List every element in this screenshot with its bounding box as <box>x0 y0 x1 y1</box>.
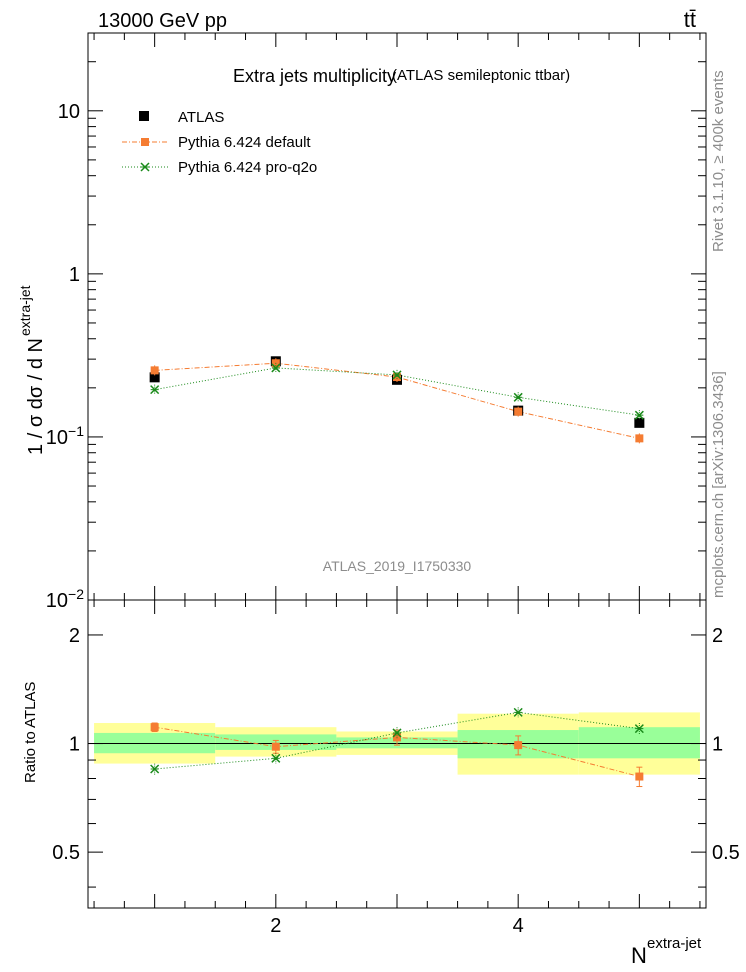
mcplots-label: mcplots.cern.ch [arXiv:1306.3436] <box>710 371 727 598</box>
legend: ATLAS Pythia 6.424 default Pythia 6.424 … <box>122 109 317 176</box>
default-data-point <box>393 373 401 382</box>
ratio-default-point <box>150 723 159 732</box>
ratio-default-point <box>271 742 280 751</box>
y-axis-label-main: 1 / σ dσ / d N <box>25 338 47 455</box>
ratio-bands <box>88 712 706 775</box>
x-axis-label-main: N <box>631 943 647 968</box>
legend-proq2o-label: Pythia 6.424 pro-q2o <box>178 159 317 176</box>
ratio-band-inner <box>578 727 700 759</box>
main-series <box>149 356 645 444</box>
ratio-y-tick-label: 2 <box>69 625 80 647</box>
ratio-default-point <box>514 741 523 750</box>
ratio-y-tick-label-right: 1 <box>712 734 723 756</box>
default-data-point <box>150 366 159 375</box>
analysis-tag: ATLAS_2019_I1750330 <box>323 558 472 574</box>
proq2o-data-point <box>150 385 160 395</box>
rivet-version-label: Rivet 3.1.10, ≥ 400k events <box>710 70 727 252</box>
ratio-y-axis-label: Ratio to ATLAS <box>22 682 39 783</box>
main-y-tick-label: 10−2 <box>46 586 84 612</box>
plot-subtitle: (ATLAS semileptonic ttbar) <box>392 67 570 84</box>
header-energy: 13000 GeV pp <box>98 10 227 32</box>
atlas-data-point <box>634 417 645 428</box>
proq2o-data-point <box>271 363 281 373</box>
x-axis-label: N extra-jet <box>631 935 702 968</box>
x-axis-label-sup: extra-jet <box>647 935 702 952</box>
ratio-y-tick-label-right: 0.5 <box>712 842 740 864</box>
series-proq2o-line <box>154 367 640 416</box>
proq2o-data-point <box>634 410 644 420</box>
ratio-proq2o-point <box>513 707 523 717</box>
ratio-proq2o-point <box>634 724 644 734</box>
legend-default-label: Pythia 6.424 default <box>178 134 311 151</box>
ratio-proq2o-point <box>392 728 402 738</box>
ratio-proq2o-line <box>154 711 640 770</box>
x-tick-label: 4 <box>513 915 524 937</box>
legend-atlas-marker <box>139 111 149 121</box>
ratio-y-tick-label-right: 2 <box>712 625 723 647</box>
plot-title: Extra jets multiplicity <box>233 66 396 86</box>
main-y-tick-label: 10−1 <box>46 423 84 449</box>
ratio-proq2o-point <box>150 764 160 774</box>
ratio-default-point <box>635 772 644 781</box>
main-y-tick-label: 10 <box>58 101 80 123</box>
y-axis-label-sup: extra-jet <box>17 285 33 336</box>
default-data-point <box>514 407 523 416</box>
legend-atlas-label: ATLAS <box>178 109 224 126</box>
legend-default-marker <box>141 138 149 146</box>
proq2o-data-point <box>392 370 402 380</box>
atlas-data-point <box>149 372 160 383</box>
main-panel: 10 1 10−1 10−2 Extra jets multiplicity (ATL… <box>17 32 707 612</box>
proq2o-data-point <box>513 392 523 402</box>
ratio-proq2o-point <box>271 753 281 763</box>
x-tick-label: 2 <box>270 915 281 937</box>
ratio-y-tick-label: 1 <box>69 734 80 756</box>
y-axis-label: 1 / σ dσ / d N extra-jet <box>17 285 47 455</box>
main-y-ticks: 10 1 10−1 10−2 <box>46 32 706 612</box>
ratio-y-tick-label: 0.5 <box>52 842 80 864</box>
main-x-ticks <box>93 33 701 600</box>
header-process: tt̄ <box>684 7 696 32</box>
default-data-point <box>635 434 644 443</box>
legend-proq2o-marker <box>140 162 150 172</box>
ratio-y-ticks: 2 2 1 1 0.5 0.5 <box>52 625 740 888</box>
ratio-series <box>150 707 644 788</box>
main-y-tick-label: 1 <box>69 264 80 286</box>
